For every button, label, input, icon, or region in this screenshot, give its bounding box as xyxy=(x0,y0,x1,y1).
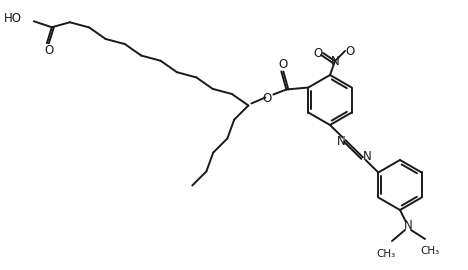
Text: N: N xyxy=(403,220,412,232)
Text: O: O xyxy=(279,58,288,71)
Text: CH₃: CH₃ xyxy=(376,249,395,259)
Text: N: N xyxy=(363,150,371,163)
Text: O: O xyxy=(314,46,322,59)
Text: O: O xyxy=(345,45,355,58)
Text: CH₃: CH₃ xyxy=(420,246,439,256)
Text: O: O xyxy=(263,92,272,105)
Text: HO: HO xyxy=(4,12,22,25)
Text: O: O xyxy=(44,44,53,57)
Text: N: N xyxy=(337,135,346,148)
Text: N: N xyxy=(330,55,339,68)
